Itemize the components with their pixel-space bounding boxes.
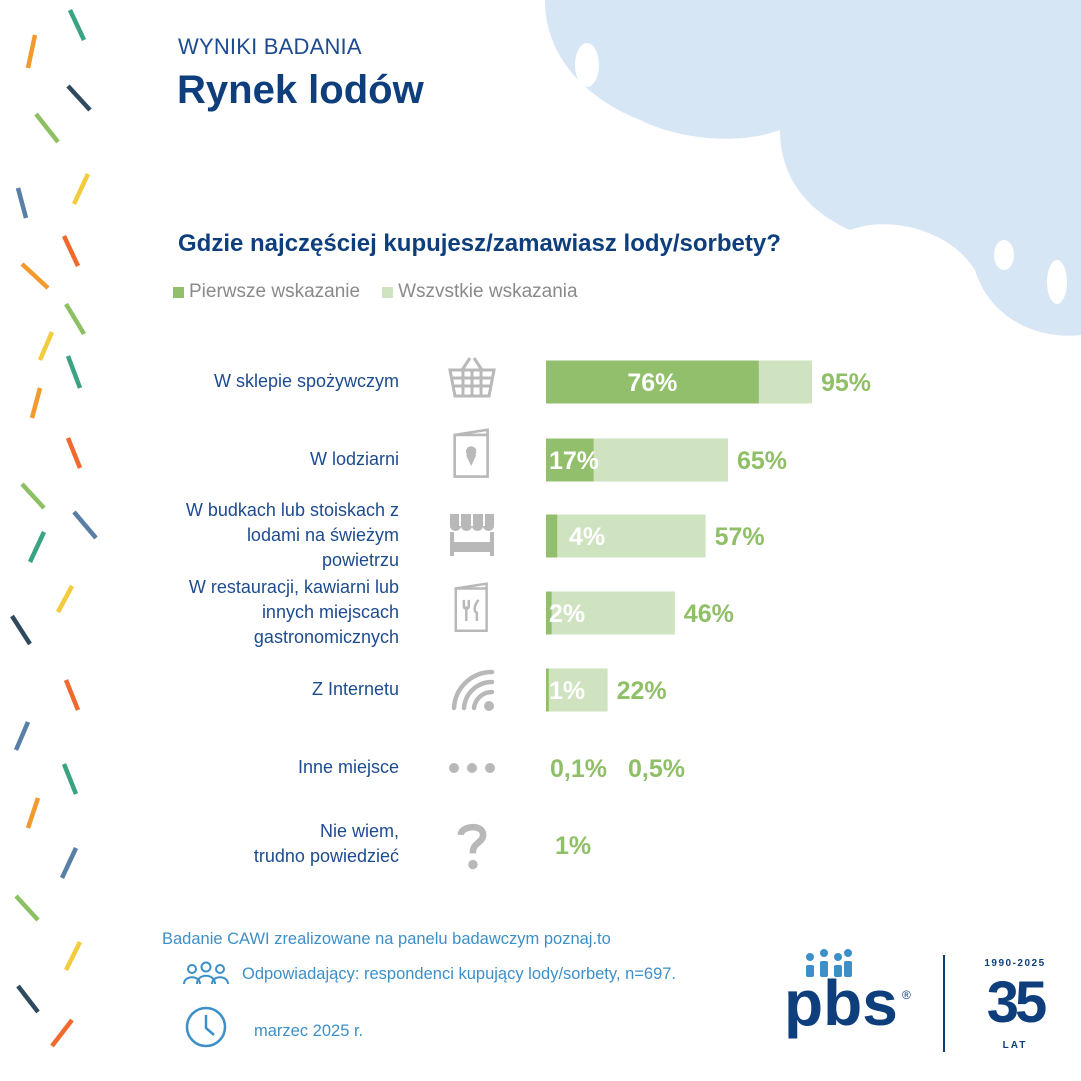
pbs-logo: pbs ®	[784, 949, 911, 1039]
category-label-line: Nie wiem,	[319, 821, 399, 841]
years-label: 1990-2025	[984, 958, 1046, 969]
category-label-line: Z Internetu	[311, 678, 399, 699]
category-label: W sklepie spożywczym	[99, 369, 399, 394]
category-label: Inne miejsce	[99, 755, 399, 780]
category-label-line: W sklepie spożywczym	[213, 370, 399, 391]
cloud-shape	[545, 0, 1081, 336]
method-note: Badanie CAWI zrealizowane na panelu bada…	[162, 930, 611, 948]
more-dots-icon	[449, 763, 495, 773]
bar-all-choices	[546, 514, 706, 558]
bar-first-choice	[546, 514, 558, 558]
restaurant-menu-icon	[454, 582, 488, 632]
report-kicker: WYNIKI BADANIA	[178, 34, 362, 59]
sprinkles	[10, 9, 98, 1048]
value-label-all: 22%	[617, 677, 667, 705]
category-label-line: gastronomicznych	[253, 626, 399, 647]
market-stall-icon	[450, 514, 494, 556]
value-label-all: 65%	[737, 447, 787, 475]
category-label: Nie wiem, trudno powiedzieć	[99, 819, 399, 869]
category-label: Z Internetu	[99, 677, 399, 702]
logo-divider	[943, 955, 945, 1052]
value-label-all: 1%	[555, 832, 591, 860]
chart-title: Gdzie najczęściej kupujesz/zamawiasz lod…	[178, 230, 781, 257]
bar-first-choice	[546, 360, 759, 404]
value-label-all: 95%	[821, 369, 871, 397]
category-label-line: W lodziarni	[309, 448, 399, 469]
bar-first-choice	[546, 591, 552, 635]
category-label-line: W budkach lub stoiskach z	[185, 499, 399, 520]
question-mark-icon	[457, 823, 487, 870]
chart-legend: Pierwsze wskazanie Wszvstkie wskazania	[173, 281, 600, 303]
legend-item-all: Wszvstkie wskazania	[382, 281, 578, 303]
value-label-all: 0,5%	[628, 755, 685, 783]
basket-icon	[448, 357, 496, 398]
value-label-first: 2%	[549, 600, 585, 628]
value-label-first: 76%	[627, 369, 677, 397]
category-label-line: lodami na świeżym	[246, 524, 399, 545]
category-label-line: trudno powiedzieć	[253, 846, 399, 866]
anniversary-number: 35	[986, 970, 1048, 1035]
legend-label-all: Wszvstkie wskazania	[398, 281, 578, 302]
ice-cream-menu-icon	[453, 428, 489, 478]
value-label-first: 0,1%	[550, 755, 607, 783]
legend-swatch-all	[382, 286, 394, 298]
legend-item-first: Pierwsze wskazanie	[173, 281, 360, 303]
clock-icon	[185, 1006, 227, 1048]
value-label-first: 1%	[549, 677, 585, 705]
survey-date: marzec 2025 r.	[254, 1022, 364, 1040]
pbs-wordmark: pbs	[784, 967, 898, 1039]
legend-swatch-first	[173, 286, 184, 298]
category-label: W budkach lub stoiskach z lodami na śwież…	[99, 498, 399, 573]
anniversary-word: LAT	[1002, 1040, 1028, 1051]
page-title: Rynek lodów	[177, 68, 424, 112]
people-icon	[183, 961, 229, 985]
value-label-first: 17%	[549, 447, 599, 475]
bar-first-choice	[546, 668, 549, 712]
category-label-line: W restauracji, kawiarni lub	[188, 576, 399, 597]
value-label-all: 46%	[684, 600, 734, 628]
category-label-line: Inne miejsce	[297, 756, 399, 777]
category-label: W lodziarni	[99, 447, 399, 472]
legend-label-first: Pierwsze wskazanie	[189, 281, 361, 302]
value-label-first: 4%	[569, 523, 605, 551]
category-label-line: powietrzu	[321, 549, 399, 570]
respondents-note: Odpowiadający: respondenci kupujący lody…	[242, 965, 677, 983]
category-label-line: innych miejscach	[261, 601, 399, 622]
registered-mark: ®	[902, 988, 911, 1002]
bar-all-choices	[546, 668, 608, 712]
wifi-icon	[451, 669, 495, 711]
value-label-all: 57%	[715, 523, 765, 551]
bar-first-choice	[546, 438, 594, 482]
bar-all-choices	[546, 591, 675, 635]
category-label: W restauracji, kawiarni lub innych miejsc…	[99, 575, 399, 650]
